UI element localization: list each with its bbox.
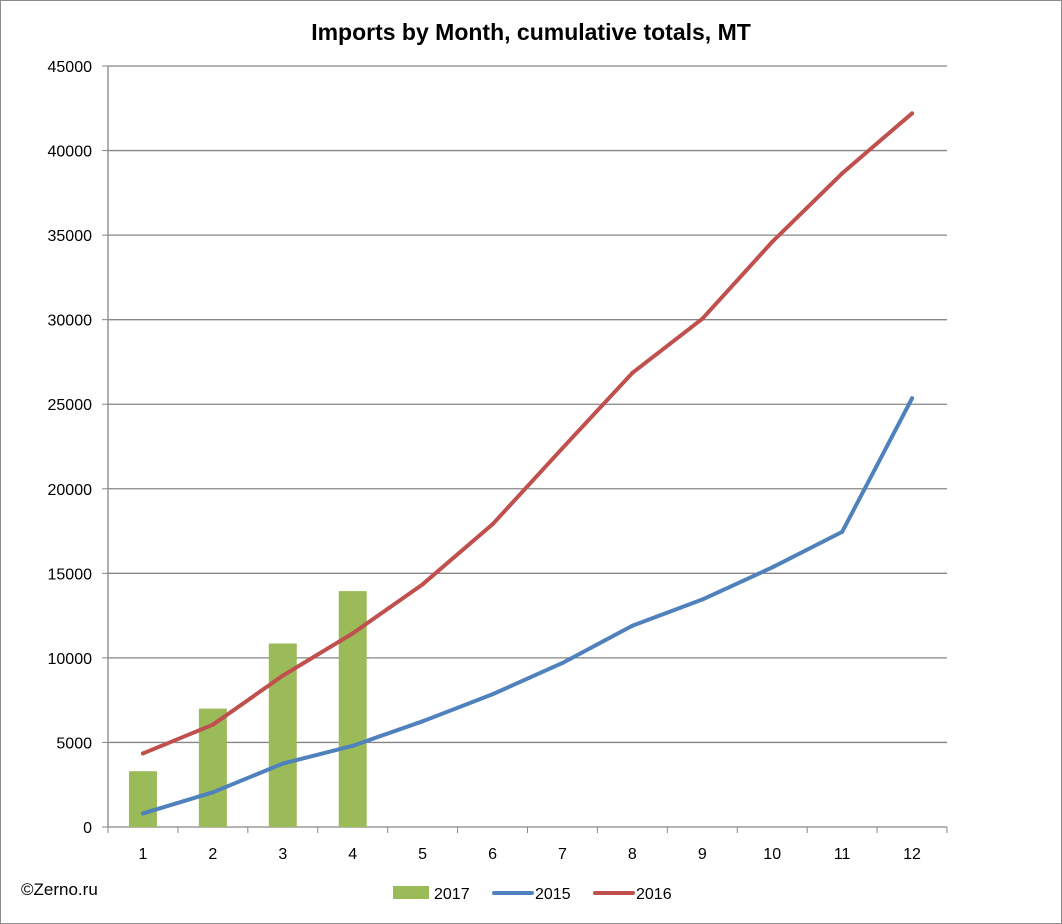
chart-title: Imports by Month, cumulative totals, MT — [311, 19, 751, 45]
point-2015-10 — [770, 565, 775, 570]
point-2015-9 — [700, 597, 705, 602]
y-tick-label-9: 45000 — [48, 59, 93, 76]
legend-label-2016: 2016 — [636, 886, 672, 903]
point-2015-12 — [910, 396, 915, 401]
y-tick-label-5: 25000 — [48, 397, 93, 414]
point-2016-1 — [140, 751, 145, 756]
point-2015-2 — [210, 790, 215, 795]
x-tick-label-9: 9 — [698, 846, 707, 863]
x-tick-label-8: 8 — [628, 846, 637, 863]
line-series-2015 — [140, 396, 915, 816]
point-2015-11 — [840, 529, 845, 534]
x-tick-label-1: 1 — [139, 846, 148, 863]
x-tick-label-3: 3 — [278, 846, 287, 863]
point-2016-8 — [630, 370, 635, 375]
point-2015-3 — [280, 761, 285, 766]
point-2015-8 — [630, 623, 635, 628]
x-tick-label-2: 2 — [208, 846, 217, 863]
point-2016-6 — [490, 522, 495, 527]
legend-label-2015: 2015 — [535, 886, 571, 903]
x-tick-label-6: 6 — [488, 846, 497, 863]
y-tick-label-4: 20000 — [48, 482, 93, 499]
point-2016-12 — [910, 111, 915, 116]
point-2016-9 — [700, 316, 705, 321]
point-2015-4 — [350, 743, 355, 748]
point-2016-11 — [840, 171, 845, 176]
x-tick-label-4: 4 — [348, 846, 357, 863]
x-tick-label-5: 5 — [418, 846, 427, 863]
y-tick-label-6: 30000 — [48, 313, 93, 330]
legend-swatch-2017 — [393, 886, 429, 899]
x-tick-label-10: 10 — [763, 846, 781, 863]
x-tick-label-12: 12 — [903, 846, 921, 863]
bar-2017-1 — [128, 771, 157, 827]
x-tick-label-11: 11 — [834, 846, 851, 863]
copyright-text: ©Zerno.ru — [21, 880, 98, 899]
y-tick-label-0: 0 — [83, 820, 92, 837]
y-tick-label-8: 40000 — [48, 144, 93, 161]
y-tick-label-3: 15000 — [48, 566, 93, 583]
y-tick-label-1: 5000 — [56, 735, 92, 752]
point-2016-4 — [350, 631, 355, 636]
point-2015-7 — [560, 660, 565, 665]
x-tick-label-7: 7 — [558, 846, 567, 863]
y-tick-label-7: 35000 — [48, 228, 93, 245]
point-2016-3 — [280, 673, 285, 678]
legend-label-2017: 2017 — [434, 886, 470, 903]
point-2016-7 — [560, 446, 565, 451]
point-2016-2 — [210, 722, 215, 727]
line-series-2016 — [140, 111, 915, 756]
point-2015-1 — [140, 811, 145, 816]
point-2016-10 — [770, 239, 775, 244]
point-2015-6 — [490, 692, 495, 697]
point-2015-5 — [420, 719, 425, 724]
bar-2017-4 — [338, 591, 367, 827]
y-tick-label-2: 10000 — [48, 651, 93, 668]
point-2016-5 — [420, 582, 425, 587]
